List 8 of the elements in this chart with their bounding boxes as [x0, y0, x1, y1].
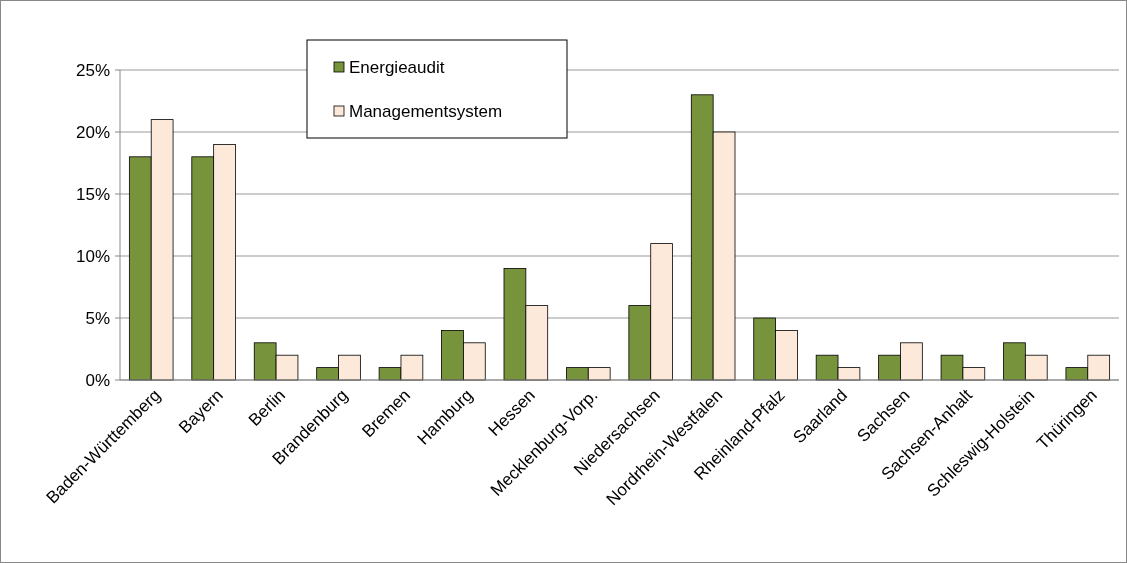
y-tick-label: 0%: [85, 370, 110, 390]
y-tick-label: 10%: [75, 246, 110, 266]
y-tick-label: 15%: [75, 184, 110, 204]
y-tick-label: 20%: [75, 122, 110, 142]
y-tick-label: 5%: [85, 308, 110, 328]
legend-label: Energieaudit: [349, 57, 445, 77]
legend-label: Managementsystem: [349, 101, 503, 121]
y-tick-label: 25%: [75, 60, 110, 80]
